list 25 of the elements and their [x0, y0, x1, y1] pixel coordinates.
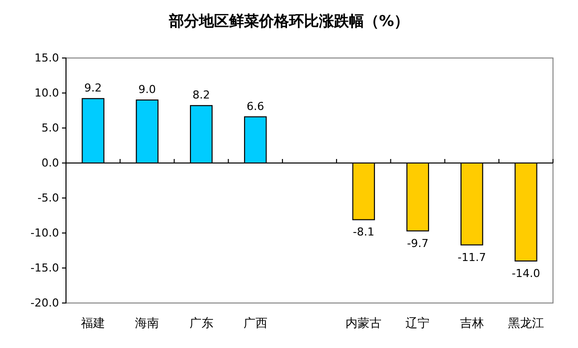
y-tick-label: 10.0	[34, 86, 59, 100]
x-tick-label: 辽宁	[406, 316, 430, 330]
data-label: 9.0	[138, 83, 156, 96]
y-tick-label: -10.0	[30, 226, 59, 240]
data-label: -9.7	[406, 236, 428, 250]
data-label: 6.6	[246, 100, 264, 113]
x-tick-label: 吉林	[460, 316, 484, 330]
x-tick-label: 福建	[81, 316, 106, 330]
y-tick-label: -15.0	[30, 262, 59, 275]
x-tick-label: 海南	[135, 316, 160, 330]
y-tick-label: 5.0	[42, 122, 59, 135]
data-label: 8.2	[192, 88, 210, 102]
chart-title: 部分地区鲜菜价格环比涨跌幅（%）	[168, 12, 410, 30]
y-tick-label: -5.0	[38, 192, 59, 205]
data-label: -11.7	[458, 250, 486, 264]
y-tick-label: 15.0	[34, 52, 59, 65]
x-tick-label: 黑龙江	[508, 316, 544, 330]
x-tick-label: 内蒙古	[346, 316, 382, 330]
data-label: -8.1	[352, 226, 374, 239]
data-label: -14.0	[512, 267, 540, 280]
y-tick-label: -20.0	[30, 296, 59, 310]
y-tick-label: 0.0	[42, 156, 59, 170]
data-label: 9.2	[84, 82, 102, 95]
x-tick-label: 广东	[189, 316, 214, 330]
x-tick-label: 广西	[243, 316, 268, 330]
